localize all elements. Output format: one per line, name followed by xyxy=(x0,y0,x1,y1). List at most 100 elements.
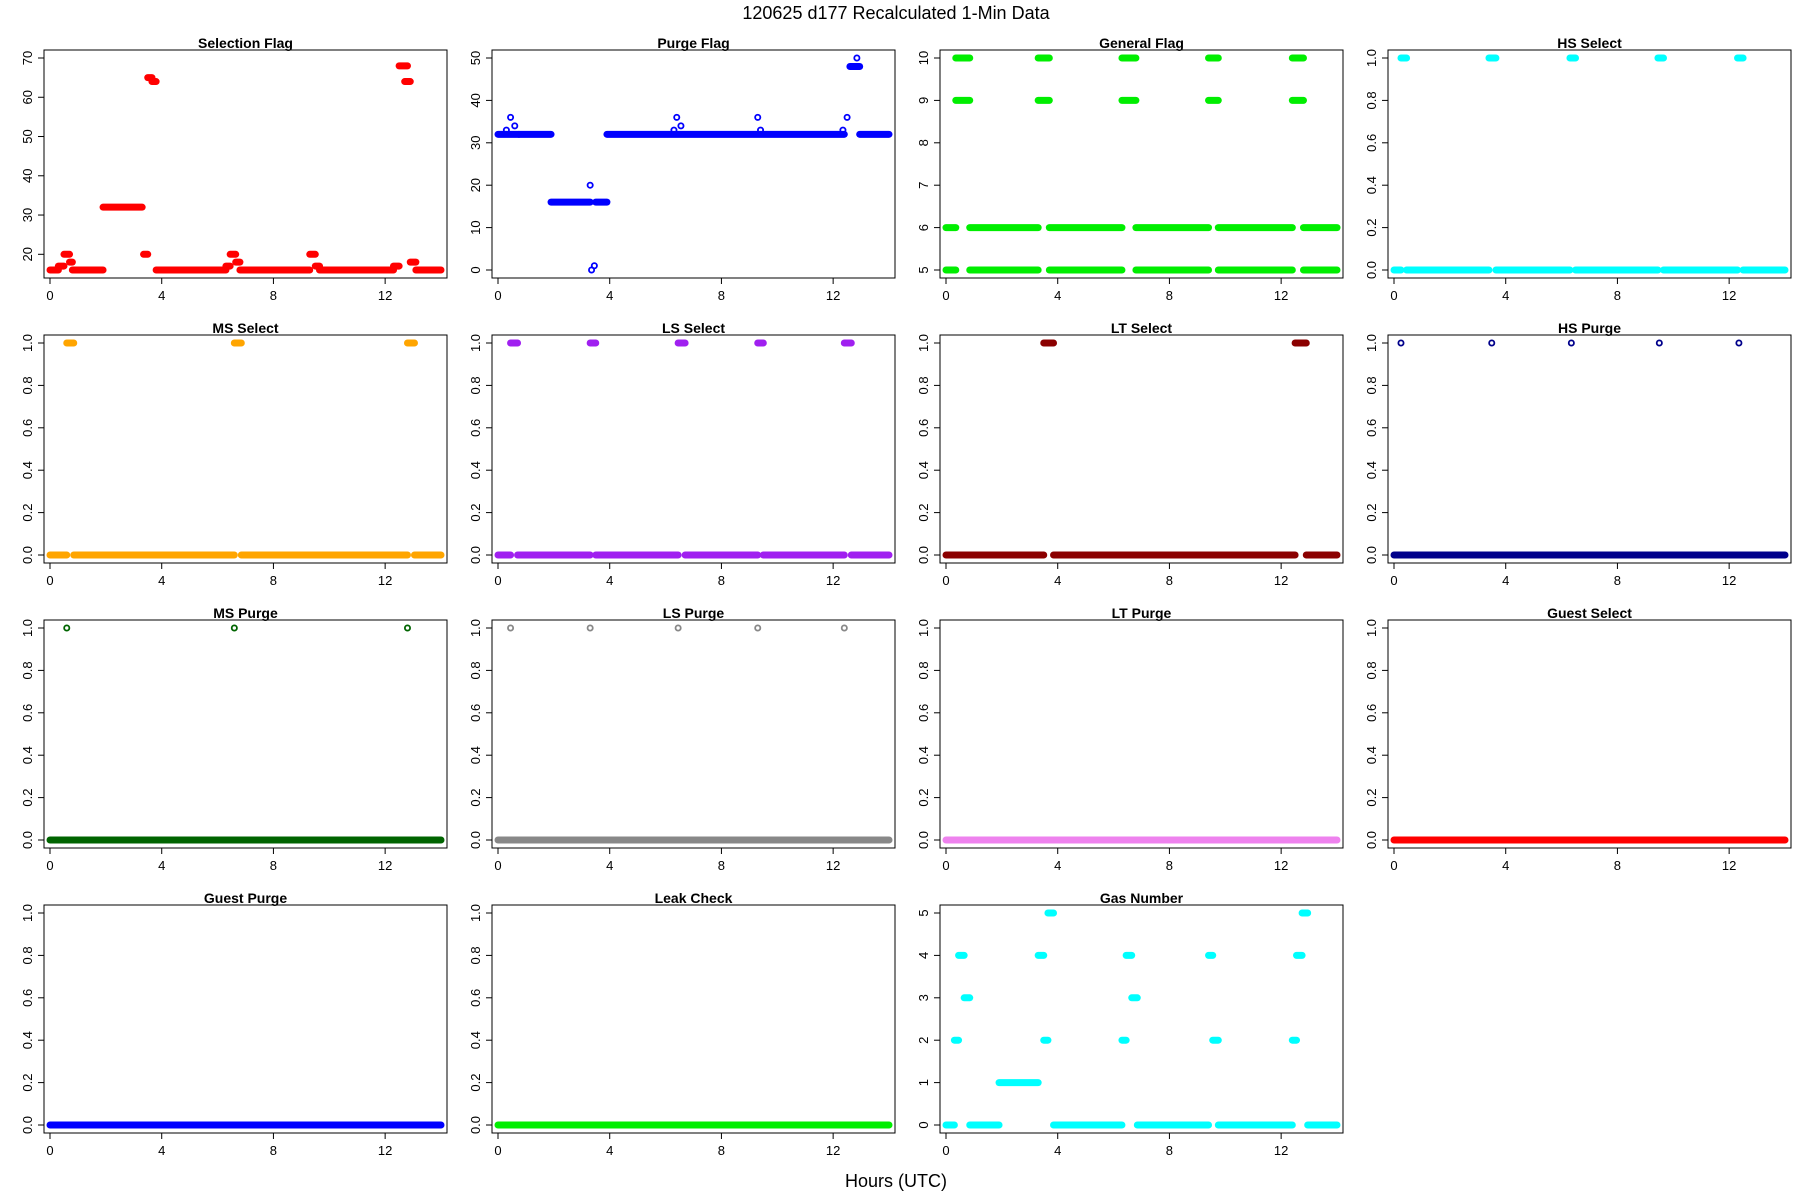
y-tick-label: 0.2 xyxy=(916,789,931,807)
y-tick-label: 0.6 xyxy=(916,419,931,437)
y-tick-label: 0.4 xyxy=(1364,176,1379,194)
x-tick-label: 0 xyxy=(46,288,53,303)
x-tick-label: 4 xyxy=(158,858,165,873)
y-tick-label: 5 xyxy=(916,266,931,273)
data-point xyxy=(674,624,682,632)
data-point xyxy=(507,624,515,632)
panel-title: HS Purge xyxy=(1558,320,1621,336)
data-point xyxy=(839,126,847,134)
y-tick-label: 0.0 xyxy=(20,546,35,564)
y-tick-label: 30 xyxy=(20,208,35,222)
y-tick-label: 1.0 xyxy=(916,334,931,352)
data-point xyxy=(1397,339,1405,347)
data-point xyxy=(511,122,519,130)
y-tick-label: 0.2 xyxy=(1364,789,1379,807)
panel-title: LT Purge xyxy=(1112,605,1172,621)
panel-guest-select: Guest Select 0 4 8 12 0.0 0.2 0.4 0.6 0.8 1.0 xyxy=(1364,605,1792,873)
y-tick-label: 0.0 xyxy=(916,546,931,564)
data-point xyxy=(1655,339,1663,347)
y-tick-label: 0.2 xyxy=(916,504,931,522)
y-tick-label: 0.4 xyxy=(916,461,931,479)
data-point xyxy=(853,54,861,62)
x-tick-label: 0 xyxy=(942,288,949,303)
y-tick-label: 0.0 xyxy=(468,1116,483,1134)
panel-title: Gas Number xyxy=(1100,890,1184,906)
panel-title: LT Select xyxy=(1111,320,1173,336)
x-tick-label: 4 xyxy=(158,1143,165,1158)
y-tick-label: 0.8 xyxy=(20,376,35,394)
plot-frame xyxy=(43,49,448,279)
x-tick-label: 4 xyxy=(1054,1143,1061,1158)
panel-title: MS Purge xyxy=(213,605,278,621)
y-tick-label: 0.4 xyxy=(468,746,483,764)
x-tick-label: 0 xyxy=(1390,288,1397,303)
x-tick-label: 12 xyxy=(1722,573,1736,588)
data-point xyxy=(230,624,238,632)
x-tick-label: 12 xyxy=(378,288,392,303)
x-tick-label: 4 xyxy=(606,573,613,588)
y-tick-label: 40 xyxy=(20,169,35,183)
data-point xyxy=(63,624,71,632)
panel-ls-select: LS Select 0 4 8 12 0.0 0.2 0.4 0.6 0.8 1.0 xyxy=(468,320,896,588)
x-tick-label: 0 xyxy=(494,1143,501,1158)
panel-lt-select: LT Select 0 4 8 12 0.0 0.2 0.4 0.6 0.8 1.0 xyxy=(916,320,1344,588)
plot-frame xyxy=(43,904,448,1134)
x-tick-label: 0 xyxy=(46,573,53,588)
data-point xyxy=(754,113,762,121)
panel-title: Guest Purge xyxy=(204,890,287,906)
y-tick-label: 0.6 xyxy=(1364,134,1379,152)
x-tick-label: 12 xyxy=(1274,573,1288,588)
panel-title: MS Select xyxy=(212,320,278,336)
y-tick-label: 0.0 xyxy=(20,1116,35,1134)
y-tick-label: 0.6 xyxy=(20,704,35,722)
x-tick-label: 0 xyxy=(942,573,949,588)
x-tick-label: 4 xyxy=(1054,288,1061,303)
plot-frame xyxy=(939,49,1344,279)
y-tick-label: 0.4 xyxy=(1364,461,1379,479)
panel-lt-purge: LT Purge 0 4 8 12 0.0 0.2 0.4 0.6 0.8 1.0 xyxy=(916,605,1344,873)
x-tick-label: 8 xyxy=(1166,573,1173,588)
x-tick-label: 8 xyxy=(718,288,725,303)
panel-hs-select: HS Select 0 4 8 12 0.0 0.2 0.4 0.6 0.8 1.0 xyxy=(1364,35,1792,303)
x-tick-label: 4 xyxy=(1502,858,1509,873)
y-tick-label: 0.0 xyxy=(1364,831,1379,849)
data-point xyxy=(502,126,510,134)
y-tick-label: 0 xyxy=(916,1121,931,1128)
y-tick-label: 0.0 xyxy=(20,831,35,849)
y-tick-label: 10 xyxy=(468,220,483,234)
y-tick-label: 0.4 xyxy=(468,461,483,479)
y-tick-label: 0.8 xyxy=(20,661,35,679)
x-tick-label: 4 xyxy=(1054,573,1061,588)
panel-title: Purge Flag xyxy=(657,35,729,51)
y-tick-label: 1.0 xyxy=(916,619,931,637)
x-tick-label: 12 xyxy=(826,288,840,303)
y-tick-label: 7 xyxy=(916,182,931,189)
y-tick-label: 0.6 xyxy=(20,419,35,437)
x-tick-label: 0 xyxy=(942,858,949,873)
x-tick-label: 4 xyxy=(1502,573,1509,588)
y-tick-label: 0.0 xyxy=(468,546,483,564)
y-tick-label: 0.2 xyxy=(1364,504,1379,522)
y-tick-label: 0.8 xyxy=(1364,376,1379,394)
panel-hs-purge: HS Purge 0 4 8 12 0.0 0.2 0.4 0.6 0.8 1.0 xyxy=(1364,320,1792,588)
panel-title: General Flag xyxy=(1099,35,1184,51)
y-tick-label: 4 xyxy=(916,952,931,959)
x-tick-label: 0 xyxy=(46,858,53,873)
x-tick-label: 8 xyxy=(718,858,725,873)
y-tick-label: 60 xyxy=(20,90,35,104)
y-tick-label: 0.2 xyxy=(468,1074,483,1092)
y-tick-label: 2 xyxy=(916,1037,931,1044)
data-point xyxy=(673,113,681,121)
plot-frame xyxy=(939,334,1344,564)
y-tick-label: 0.8 xyxy=(916,661,931,679)
x-tick-label: 4 xyxy=(1054,858,1061,873)
data-point xyxy=(677,122,685,130)
y-tick-label: 6 xyxy=(916,224,931,231)
y-tick-label: 0.4 xyxy=(1364,746,1379,764)
x-tick-label: 12 xyxy=(1274,288,1288,303)
x-tick-label: 8 xyxy=(1614,858,1621,873)
y-tick-label: 20 xyxy=(20,247,35,261)
x-tick-label: 0 xyxy=(494,573,501,588)
y-tick-label: 0.4 xyxy=(20,461,35,479)
